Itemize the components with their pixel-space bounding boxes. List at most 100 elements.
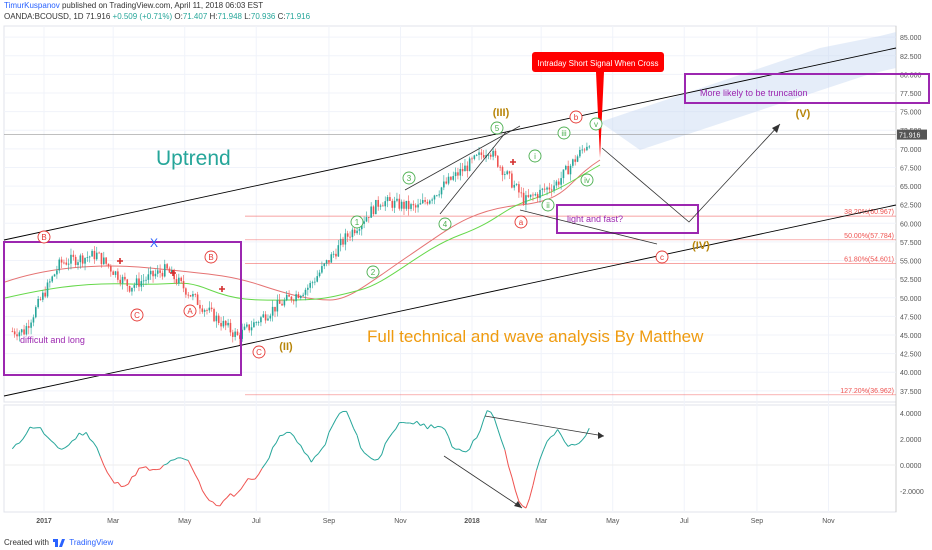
candle-body [365,217,368,222]
wave-b-label: b [574,113,579,122]
oscillator-segment [282,431,288,436]
candle-body [72,254,75,257]
candle-body [67,263,70,265]
candle-body [25,326,28,335]
price-tick-label: 45.000 [900,333,922,340]
oscillator-segment [64,444,69,449]
candle-body [325,260,328,264]
oscillator-segment [29,426,34,429]
candle-body [166,264,168,269]
candle-body [51,276,54,282]
wave-i-label-circle [528,149,542,163]
wave-B-label-1-circle [37,230,51,244]
oscillator-segment [444,429,449,438]
oscillator-segment [149,468,154,471]
candle-body [543,188,546,190]
oscillator-segment [581,435,587,441]
candle-body [532,194,534,196]
candle-body [370,206,372,218]
time-tick-label: Mar [535,518,548,525]
oscillator-segment [518,501,523,507]
price-pane[interactable] [3,25,897,403]
uptrend-label: Uptrend [156,147,231,170]
candle-body [436,195,438,197]
oscillator-segment [50,440,55,445]
oscillator-segment [237,488,242,494]
candle-body [508,171,511,174]
candle-body [27,326,30,328]
oscillator-segment [391,428,397,434]
truncation-box [684,73,930,104]
candle-body [231,332,234,337]
oscillator-pane[interactable] [3,404,897,513]
candle-body [283,300,286,306]
oscillator-segment [430,424,435,429]
oscillator-segment [89,438,94,443]
candle-body [185,288,187,295]
candle-body [438,194,440,196]
candle-body [328,260,330,263]
price-tick-label: 57.500 [900,240,922,247]
candle-body [555,181,558,186]
candle-body [344,233,347,245]
oscillator-segment [384,437,390,444]
oscillator-segment [585,428,590,436]
candle-body [468,158,471,171]
oscillator-segment [268,447,274,459]
candle-body [128,285,131,292]
oscillator-segment [557,429,562,436]
low-label: L: [244,12,251,21]
wave-3-label-circle [402,171,416,185]
price-tick-label: 85.000 [900,35,922,42]
candle-body [278,300,281,304]
oscillator-segment [370,457,375,461]
candle-body [314,281,316,283]
wave-4-label-circle [438,217,452,231]
author-link[interactable]: TimurKuspanov [4,1,60,10]
oscillator-segment [293,435,298,443]
oscillator-segment [303,452,309,456]
candle-body [248,324,251,331]
oscillator-segment [272,442,277,448]
candle-body [88,256,91,258]
oscillator-segment [173,457,178,461]
time-tick-label: Mar [107,518,120,525]
candle-body [77,262,79,266]
wave-v-label: v [594,120,598,129]
fib-level-label: 127.20%(36.962) [840,388,894,395]
candle-body [11,331,14,333]
candle-body [18,332,21,337]
oscillator-segment [124,483,129,487]
candle-body [583,149,586,151]
oscillator-segment [170,459,175,462]
wave-c-label: c [660,253,664,262]
oscillator-segment [254,474,259,480]
oscillator-segment [381,443,386,455]
oscillator-segment [353,428,358,436]
tradingview-brand[interactable]: TradingView [69,538,114,547]
oscillator-tick-label: -2.0000 [900,489,924,496]
oscillator-segment [131,474,136,478]
candle-body [419,203,422,205]
candle-body [81,255,84,264]
candle-body [236,331,239,336]
candle-body [103,257,105,265]
candle-body [257,322,260,324]
wave-1-label-circle [350,215,364,229]
candle-body [565,165,567,170]
candle-body [351,229,354,238]
candle-body [135,278,138,286]
oscillator-segment [532,470,537,486]
oscillator-segment [377,454,383,460]
candle-body [171,269,173,273]
oscillator-segment [339,411,344,414]
candle-body [53,274,56,277]
candle-body [180,277,182,282]
oscillator-segment [275,435,281,444]
oscillator-segment [413,420,418,425]
low-value: 70.936 [250,12,276,21]
oscillator-segment [110,477,115,484]
candle-body [466,165,469,171]
candle-body [307,287,309,290]
